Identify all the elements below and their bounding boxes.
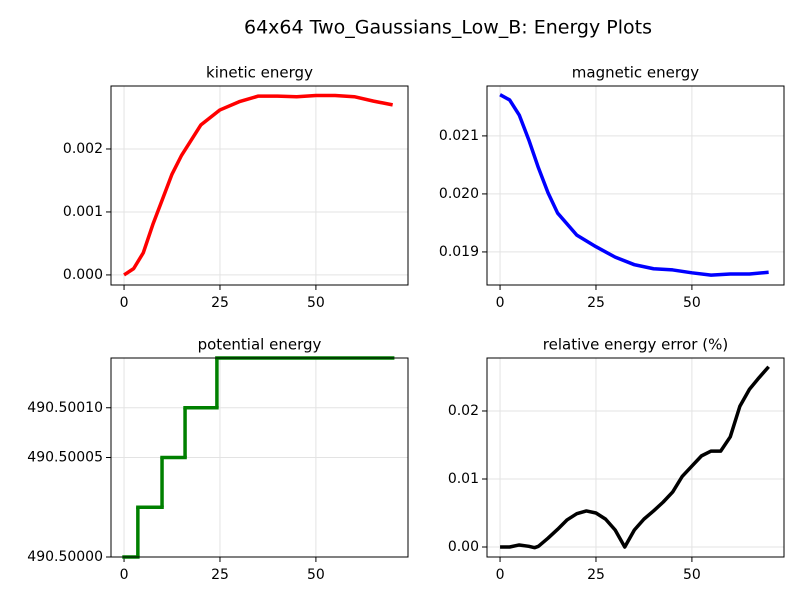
subplot-title: magnetic energy bbox=[572, 64, 700, 82]
x-tick-label: 25 bbox=[587, 295, 605, 311]
subplot: kinetic energy 0 25 50 0.000 0.001 0.002 bbox=[63, 64, 409, 311]
y-tick-label: 0.020 bbox=[439, 186, 479, 202]
axes-frame bbox=[486, 357, 785, 558]
x-tick-label: 0 bbox=[496, 295, 505, 311]
subplot-title: relative energy error (%) bbox=[543, 336, 728, 354]
data-line bbox=[123, 93, 393, 277]
x-tick-label: 50 bbox=[683, 567, 701, 583]
x-tick-label: 50 bbox=[683, 295, 701, 311]
y-tick-label: 0.00 bbox=[448, 539, 479, 555]
subplot-title: kinetic energy bbox=[206, 64, 313, 82]
x-tick-label: 25 bbox=[211, 567, 229, 583]
figure-title: 64x64 Two_Gaussians_Low_B: Energy Plots bbox=[244, 17, 652, 39]
subplot-title: potential energy bbox=[198, 336, 322, 354]
y-tick-label: 0.019 bbox=[439, 244, 479, 260]
x-tick-label: 25 bbox=[211, 295, 229, 311]
y-tick-label: 490.50005 bbox=[27, 450, 103, 466]
x-tick-label: 50 bbox=[307, 567, 325, 583]
data-line bbox=[500, 365, 770, 550]
y-tick-label: 0.002 bbox=[63, 141, 103, 157]
subplot: relative energy error (%) 0 25 50 0.00 0.01 0.… bbox=[448, 336, 785, 583]
axes-frame bbox=[110, 357, 409, 558]
x-tick-label: 0 bbox=[496, 567, 505, 583]
y-tick-label: 490.50000 bbox=[27, 549, 103, 565]
y-tick-label: 0.000 bbox=[63, 267, 103, 283]
y-tick-label: 0.02 bbox=[448, 403, 479, 419]
axes-frame bbox=[110, 85, 409, 286]
y-tick-label: 0.021 bbox=[439, 128, 479, 144]
y-tick-label: 0.01 bbox=[448, 471, 479, 487]
axes-frame bbox=[486, 85, 785, 286]
x-tick-label: 50 bbox=[307, 295, 325, 311]
data-line bbox=[499, 93, 769, 277]
subplot: potential energy 0 25 50 490.50000 490.50005 4… bbox=[27, 336, 409, 583]
y-tick-label: 0.001 bbox=[63, 204, 103, 220]
x-tick-label: 0 bbox=[120, 295, 129, 311]
subplot: magnetic energy 0 25 50 0.019 0.020 0.021 bbox=[439, 64, 785, 311]
x-tick-label: 0 bbox=[120, 567, 129, 583]
y-tick-label: 490.50010 bbox=[27, 400, 103, 416]
x-tick-label: 25 bbox=[587, 567, 605, 583]
